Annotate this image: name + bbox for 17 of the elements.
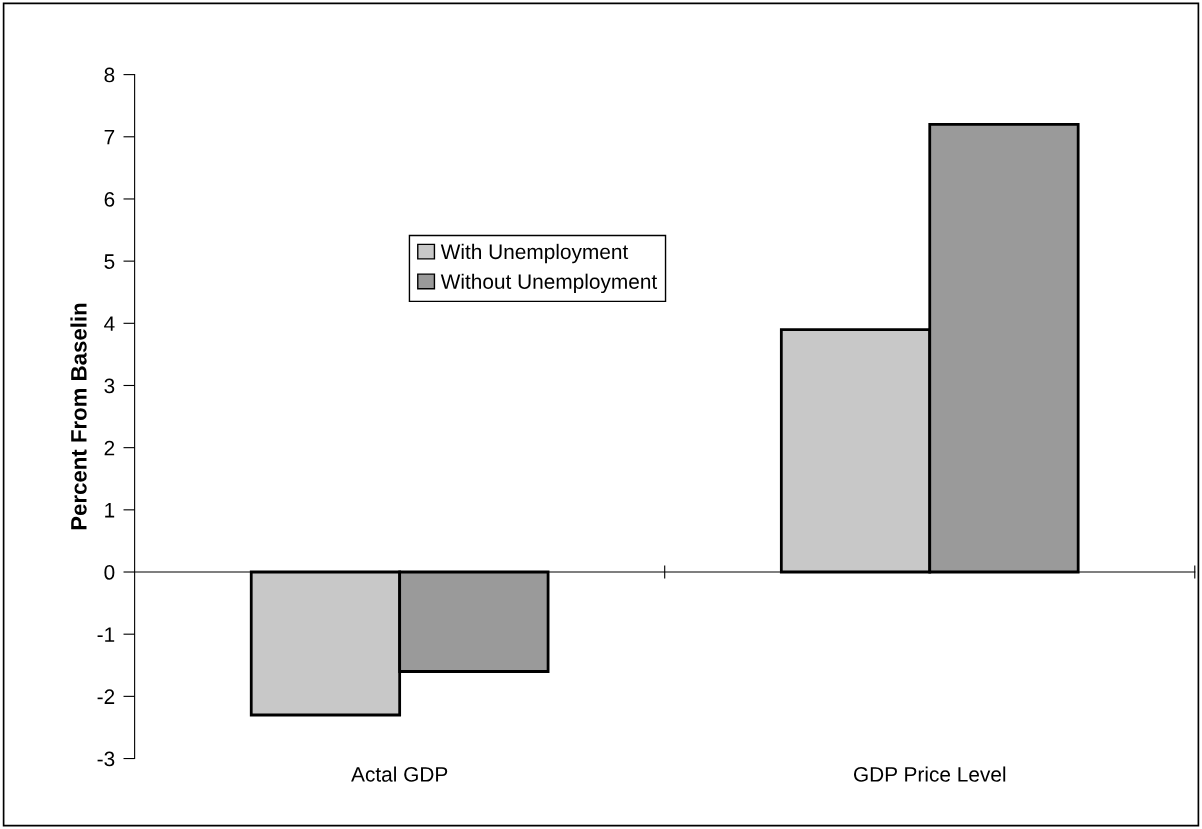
y-tick-label: -1 [97, 627, 115, 642]
y-tick-label: 4 [104, 316, 115, 331]
y-tick-label: 6 [104, 191, 115, 207]
y-tick-label: 5 [104, 254, 115, 269]
y-tick-label: -3 [97, 751, 115, 767]
y-tick-label: 0 [104, 565, 115, 580]
x-tick-label: Actal GDP [351, 766, 448, 782]
y-tick-label: -2 [97, 689, 115, 704]
y-tick-label: 7 [104, 130, 115, 145]
x-tick-label: GDP Price Level [853, 766, 1006, 782]
y-tick-label: 8 [104, 67, 115, 83]
y-axis-title: Percent From Baselin [70, 303, 87, 530]
legend-label: With Unemployment [440, 243, 629, 264]
y-tick-label: 1 [105, 503, 115, 518]
legend-label: Without Unemployment [440, 273, 658, 294]
y-tick-label: 2 [104, 440, 115, 456]
y-tick-label: 3 [104, 378, 115, 394]
